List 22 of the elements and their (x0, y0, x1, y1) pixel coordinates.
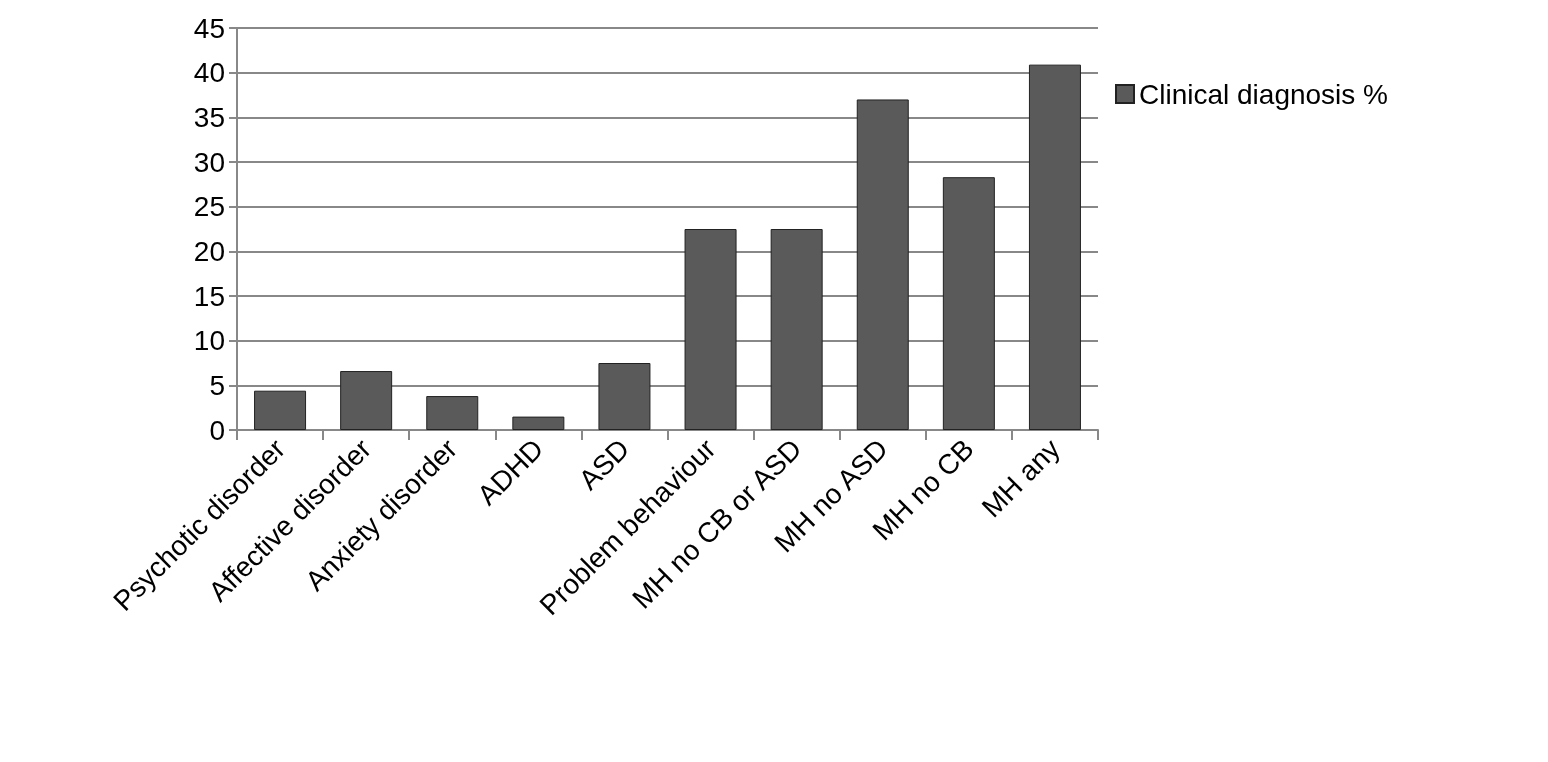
bar (254, 390, 307, 430)
legend-label: Clinical diagnosis % (1139, 78, 1389, 110)
y-tick-label: 0 (209, 414, 225, 446)
bar (1028, 64, 1081, 430)
y-tick-label: 15 (193, 280, 225, 312)
bar (598, 363, 651, 430)
y-tick-label: 20 (193, 235, 225, 267)
y-tick-label: 10 (193, 325, 225, 357)
bar (512, 416, 565, 430)
y-tick-label: 40 (193, 57, 225, 89)
y-tick-label: 25 (193, 191, 225, 223)
y-tick-label: 30 (193, 146, 225, 178)
bar (426, 396, 479, 430)
y-tick-label: 35 (193, 101, 225, 133)
bar (684, 229, 737, 430)
x-tick-label: MH any (975, 433, 1066, 524)
bar (770, 229, 823, 430)
bar (340, 371, 393, 430)
y-tick-label: 5 (209, 369, 225, 401)
bar (942, 177, 995, 430)
bar (856, 99, 909, 430)
y-tick-label: 45 (193, 12, 225, 44)
